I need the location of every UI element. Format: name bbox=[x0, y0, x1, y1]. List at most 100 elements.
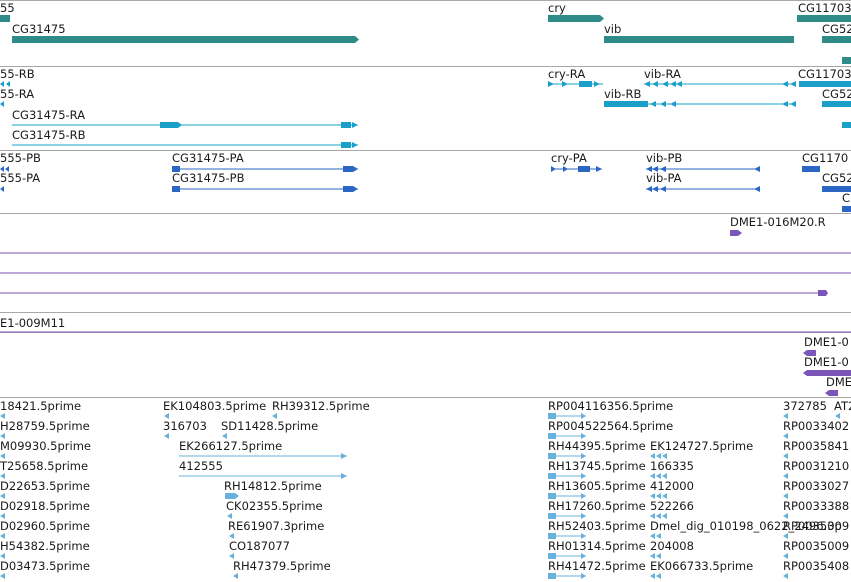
transcript-exon[interactable] bbox=[842, 122, 851, 128]
cds-exon[interactable] bbox=[343, 186, 353, 192]
est-label[interactable]: RH14812.5prime bbox=[224, 479, 322, 493]
transcript-exon[interactable] bbox=[822, 101, 851, 107]
transcript-exon[interactable] bbox=[341, 142, 351, 148]
gene-label[interactable]: cry bbox=[548, 1, 566, 15]
est-feature[interactable] bbox=[650, 573, 655, 579]
clone-label[interactable]: DME1-016M20.R bbox=[730, 215, 826, 229]
est-feature[interactable] bbox=[656, 473, 661, 479]
cds-label[interactable]: vib-PA bbox=[646, 171, 682, 185]
transcript-feature[interactable] bbox=[0, 81, 4, 87]
transcript-label[interactable]: vib-RA bbox=[644, 67, 681, 81]
est-label[interactable]: EK066733.5prime bbox=[650, 559, 754, 573]
est-label[interactable]: RH13745.5prime bbox=[548, 459, 646, 473]
est-label[interactable]: RE61907.3prime bbox=[228, 519, 325, 533]
cds-label[interactable]: cry-PA bbox=[551, 151, 587, 165]
est-feature[interactable] bbox=[656, 533, 661, 539]
est-feature[interactable] bbox=[0, 413, 5, 419]
cds-feature[interactable] bbox=[0, 166, 4, 172]
est-feature[interactable] bbox=[222, 433, 227, 439]
cds-label[interactable]: 555-PA bbox=[0, 171, 41, 185]
est-feature[interactable] bbox=[783, 553, 788, 559]
transcript-label[interactable]: cry-RA bbox=[548, 67, 586, 81]
est-label[interactable]: H28759.5prime bbox=[0, 419, 90, 433]
est-label[interactable]: CO187077 bbox=[229, 539, 290, 553]
est-label[interactable]: RP0031210 bbox=[783, 459, 850, 473]
est-feature[interactable] bbox=[783, 453, 788, 459]
est-feature[interactable] bbox=[0, 573, 5, 579]
est-label[interactable]: RH47379.5prime bbox=[233, 559, 331, 573]
est-feature[interactable] bbox=[662, 493, 667, 499]
est-feature[interactable] bbox=[548, 433, 556, 439]
est-label[interactable]: RH17260.5prime bbox=[548, 499, 646, 513]
est-feature[interactable] bbox=[656, 493, 661, 499]
est-feature[interactable] bbox=[227, 513, 232, 519]
est-feature[interactable] bbox=[783, 513, 788, 519]
gene-label[interactable]: CG52 bbox=[822, 22, 851, 36]
est-label[interactable]: D22653.5prime bbox=[0, 479, 90, 493]
clone-label[interactable]: DME bbox=[826, 375, 851, 389]
cds-exon[interactable] bbox=[578, 166, 590, 172]
est-label[interactable]: 522266 bbox=[650, 499, 694, 513]
est-label[interactable]: RH52403.5prime bbox=[548, 519, 646, 533]
est-feature[interactable] bbox=[548, 553, 556, 559]
est-label[interactable]: 166335 bbox=[650, 459, 694, 473]
est-label[interactable]: RH13605.5prime bbox=[548, 479, 646, 493]
est-label[interactable]: RP0035009 bbox=[783, 539, 850, 553]
est-label[interactable]: D03473.5prime bbox=[0, 559, 90, 573]
transcript-label[interactable]: CG52 bbox=[822, 87, 851, 101]
est-feature[interactable] bbox=[272, 413, 277, 419]
est-feature[interactable] bbox=[548, 513, 556, 519]
gene-feature[interactable] bbox=[822, 36, 851, 43]
cds-label[interactable]: CG31475-PA bbox=[172, 151, 244, 165]
cds-label[interactable]: vib-PB bbox=[646, 151, 683, 165]
est-label[interactable]: EK266127.5prime bbox=[179, 439, 283, 453]
cds-feature[interactable] bbox=[0, 186, 4, 192]
est-label[interactable]: RP004116356.5prime bbox=[548, 399, 674, 413]
est-label[interactable]: 316703 bbox=[163, 419, 207, 433]
est-label[interactable]: RP0035009 bbox=[783, 519, 850, 533]
cds-label[interactable]: CG52 bbox=[822, 171, 851, 185]
est-feature[interactable] bbox=[783, 573, 788, 579]
est-label[interactable]: D02918.5prime bbox=[0, 499, 90, 513]
est-feature[interactable] bbox=[229, 553, 234, 559]
est-feature[interactable] bbox=[656, 513, 661, 519]
est-label[interactable]: RP0035408 bbox=[783, 559, 850, 573]
est-label[interactable]: RP0033027 bbox=[783, 479, 850, 493]
cds-label[interactable]: 555-PB bbox=[0, 151, 41, 165]
est-label[interactable]: 18421.5prime bbox=[0, 399, 82, 413]
est-feature[interactable] bbox=[0, 453, 5, 459]
transcript-exon[interactable] bbox=[341, 122, 351, 128]
cds-label[interactable]: CG31475-PB bbox=[172, 171, 245, 185]
cds-exon[interactable] bbox=[842, 206, 851, 212]
est-feature[interactable] bbox=[233, 573, 238, 579]
cds-exon[interactable] bbox=[172, 186, 180, 192]
transcript-label[interactable]: CG31475-RB bbox=[12, 128, 86, 142]
est-feature[interactable] bbox=[650, 473, 655, 479]
est-feature[interactable] bbox=[783, 533, 788, 539]
clone-feature[interactable] bbox=[803, 370, 851, 376]
transcript-feature[interactable] bbox=[0, 101, 4, 107]
est-label[interactable]: RH39312.5prime bbox=[272, 399, 370, 413]
gene-feature[interactable] bbox=[12, 36, 359, 43]
gene-feature[interactable] bbox=[842, 57, 851, 64]
transcript-label[interactable]: vib-RB bbox=[604, 87, 642, 101]
est-feature[interactable] bbox=[650, 533, 655, 539]
gene-label[interactable]: 55 bbox=[0, 1, 15, 15]
est-label[interactable]: 412000 bbox=[650, 479, 694, 493]
est-feature[interactable] bbox=[650, 453, 655, 459]
clone-label[interactable]: DME1-0 bbox=[804, 335, 849, 349]
gene-label[interactable]: vib bbox=[604, 22, 622, 36]
transcript-label[interactable]: 55-RB bbox=[0, 67, 35, 81]
est-label[interactable]: EK124727.5prime bbox=[650, 439, 754, 453]
transcript-exon[interactable] bbox=[160, 122, 178, 128]
est-feature[interactable] bbox=[0, 433, 5, 439]
clone-label[interactable]: E1-009M11 bbox=[0, 316, 66, 330]
est-label[interactable]: AT2 bbox=[834, 399, 851, 413]
est-feature[interactable] bbox=[0, 513, 5, 519]
cds-feature[interactable] bbox=[5, 166, 9, 172]
gene-label[interactable]: CG11703 bbox=[798, 1, 851, 15]
est-feature[interactable] bbox=[0, 533, 5, 539]
cds-exon[interactable] bbox=[172, 166, 180, 172]
est-feature[interactable] bbox=[650, 553, 655, 559]
est-feature[interactable] bbox=[662, 473, 667, 479]
